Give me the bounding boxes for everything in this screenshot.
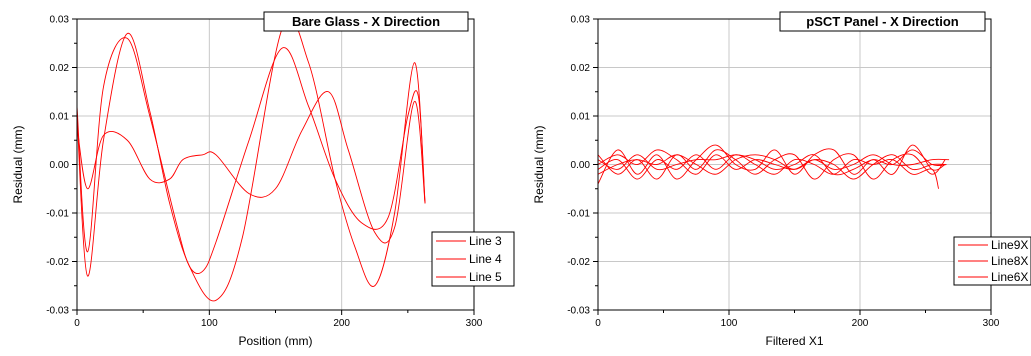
y-tick-label: -0.01: [46, 209, 69, 220]
x-tick-label: 100: [721, 318, 738, 329]
y-tick-label: 0.02: [571, 63, 591, 74]
legend-entry: Line 3: [469, 234, 502, 248]
y-tick-label: 0.00: [50, 160, 70, 171]
x-tick-label: 200: [852, 318, 869, 329]
y-tick-label: 0.03: [50, 15, 70, 26]
title-box: [779, 11, 986, 32]
y-tick-label: 0.01: [50, 112, 70, 123]
series-line-unnamed-5: [597, 154, 946, 180]
x-tick-label: 200: [333, 318, 350, 329]
y-tick-label: -0.02: [46, 257, 69, 268]
x-axis-label: Position (mm): [238, 334, 312, 348]
x-tick-label: 100: [201, 318, 218, 329]
x-tick-label: 0: [595, 318, 601, 329]
x-tick-label: 300: [466, 318, 483, 329]
y-tick-label: -0.02: [567, 257, 590, 268]
x-axis-label: Filtered X1: [765, 334, 823, 348]
y-tick-label: -0.03: [567, 306, 590, 317]
y-tick-label: 0.00: [571, 160, 591, 171]
legend-entry: Line8X: [991, 254, 1028, 268]
chart-title: Bare Glass - X Direction: [292, 14, 440, 29]
chart-title: pSCT Panel - X Direction: [806, 14, 958, 29]
series-line-line-3: [76, 37, 426, 275]
series-line-line6x: [597, 154, 940, 189]
y-tick-label: -0.03: [46, 306, 69, 317]
chart-psct-panel: 0 100 200 300 -0.03 -0.02 -0.01 0.00 0.01 0.02 0.0…: [532, 11, 1031, 348]
y-tick-label: 0.03: [571, 15, 591, 26]
legend-entry: Line6X: [991, 270, 1028, 284]
y-tick-label: 0.01: [571, 112, 591, 123]
x-tick-label: 0: [74, 318, 80, 329]
series-line-unnamed-4: [597, 149, 947, 176]
y-tick-label: -0.01: [567, 209, 590, 220]
series-line-line9x: [597, 144, 946, 185]
series-line-line-5: [76, 91, 426, 244]
series-line-line-4: [76, 18, 426, 302]
legend-entry: Line 4: [469, 252, 502, 266]
chart-bare-glass: 0 100 200 300 -0.03 -0.02 -0.01 0.00 0.01 0.02 0.0…: [11, 11, 515, 348]
y-axis-label: Residual (mm): [532, 125, 546, 203]
title-box: [263, 11, 469, 32]
x-tick-label: 300: [983, 318, 1000, 329]
legend-entry: Line9X: [991, 238, 1028, 252]
legend-entry: Line 5: [469, 270, 502, 284]
y-axis-label: Residual (mm): [11, 125, 25, 203]
y-tick-label: 0.02: [50, 63, 70, 74]
